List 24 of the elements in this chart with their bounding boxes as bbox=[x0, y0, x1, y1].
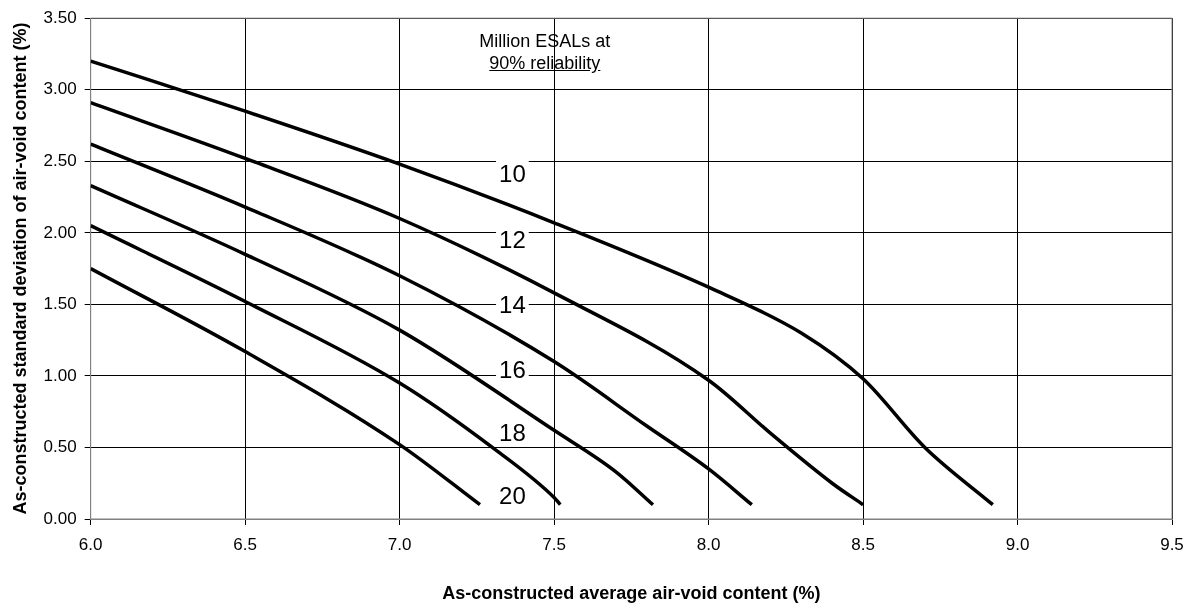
x-tick-label: 9.5 bbox=[1160, 534, 1184, 554]
series-label: 16 bbox=[499, 356, 526, 384]
y-tick-label: 1.50 bbox=[43, 294, 77, 314]
series-label: 14 bbox=[499, 291, 526, 319]
y-tick-label: 2.50 bbox=[43, 150, 77, 170]
x-tick-label: 6.5 bbox=[233, 534, 257, 554]
y-tick-label: 2.00 bbox=[43, 222, 77, 242]
x-tick-label: 8.5 bbox=[851, 534, 875, 554]
series-label: 12 bbox=[499, 225, 526, 253]
series-label: 10 bbox=[499, 159, 526, 187]
x-axis-title: As-constructed average air-void content (%) bbox=[442, 583, 821, 604]
series-label: 18 bbox=[499, 419, 526, 447]
x-tick-label: 8.0 bbox=[696, 534, 721, 554]
series-label: 20 bbox=[499, 481, 526, 509]
x-tick-label: 7.0 bbox=[387, 534, 412, 554]
y-tick-label: 3.00 bbox=[43, 79, 77, 99]
x-tick-label: 9.0 bbox=[1005, 534, 1030, 554]
y-tick-label: 0.00 bbox=[43, 508, 77, 528]
y-axis-title: As-constructed standard deviation of air-void content (%) bbox=[9, 22, 30, 515]
y-tick-label: 0.50 bbox=[43, 437, 77, 457]
y-tick-label: 1.00 bbox=[43, 365, 77, 385]
x-tick-label: 7.5 bbox=[542, 534, 566, 554]
y-tick-label: 3.50 bbox=[43, 7, 77, 27]
x-tick-label: 6.0 bbox=[78, 534, 103, 554]
